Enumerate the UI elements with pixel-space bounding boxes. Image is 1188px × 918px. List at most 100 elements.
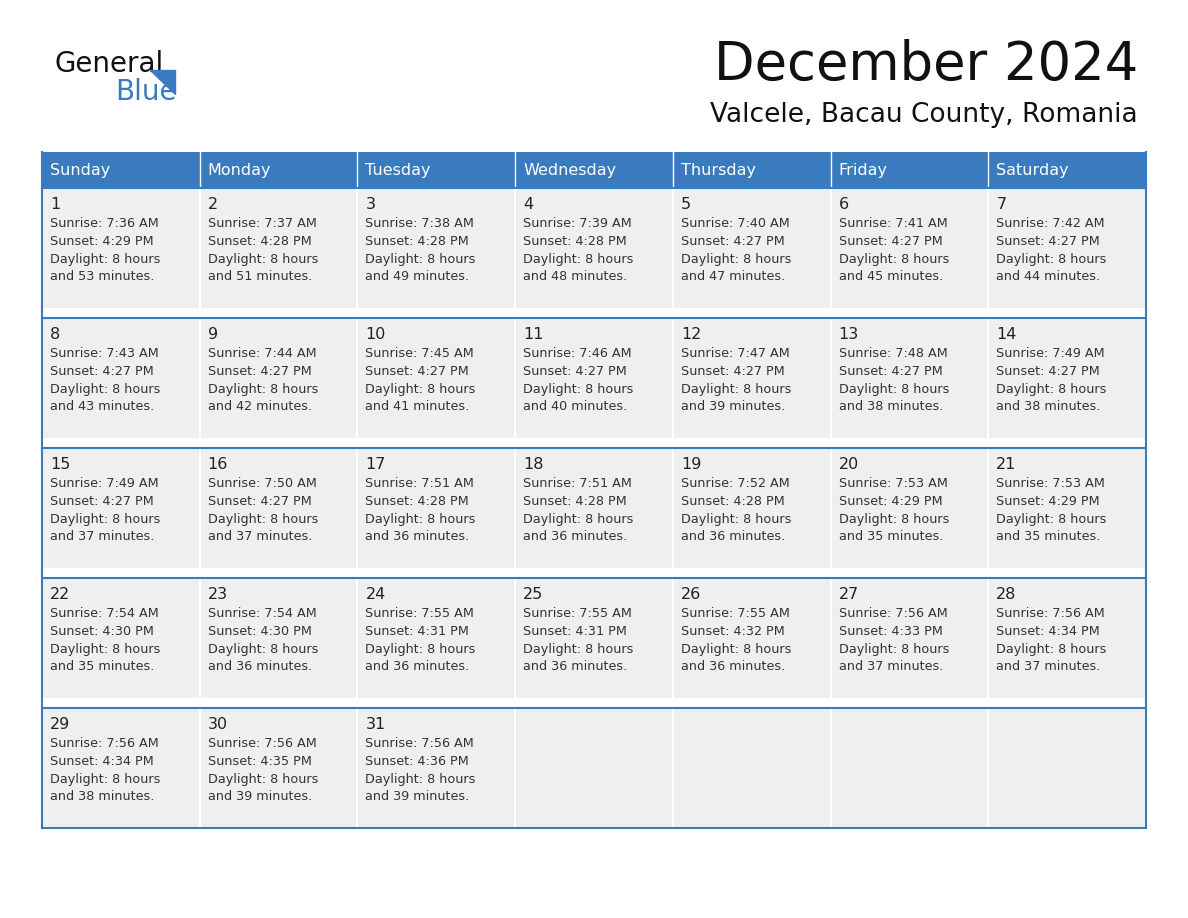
Bar	[830, 448, 988, 568]
Text: 2: 2	[208, 197, 217, 212]
Text: Sunset: 4:27 PM: Sunset: 4:27 PM	[839, 365, 942, 378]
Bar	[358, 448, 516, 568]
Bar	[830, 188, 988, 308]
Text: Daylight: 8 hours: Daylight: 8 hours	[208, 513, 318, 526]
Text: Sunrise: 7:51 AM: Sunrise: 7:51 AM	[366, 477, 474, 490]
Text: Saturday: Saturday	[997, 162, 1069, 177]
Text: 6: 6	[839, 197, 848, 212]
Text: and 35 minutes.: and 35 minutes.	[997, 530, 1100, 543]
Text: Sunset: 4:34 PM: Sunset: 4:34 PM	[997, 625, 1100, 638]
Text: and 36 minutes.: and 36 minutes.	[366, 530, 469, 543]
Text: Sunset: 4:27 PM: Sunset: 4:27 PM	[997, 365, 1100, 378]
Text: 27: 27	[839, 587, 859, 602]
Text: and 49 minutes.: and 49 minutes.	[366, 270, 469, 283]
Text: Sunset: 4:27 PM: Sunset: 4:27 PM	[523, 365, 627, 378]
Text: General: General	[55, 50, 164, 78]
Text: December 2024: December 2024	[714, 39, 1138, 91]
Text: and 39 minutes.: and 39 minutes.	[208, 790, 312, 803]
Text: 7: 7	[997, 197, 1006, 212]
Text: Sunset: 4:28 PM: Sunset: 4:28 PM	[523, 495, 627, 508]
Text: Sunrise: 7:52 AM: Sunrise: 7:52 AM	[681, 477, 790, 490]
Text: Sunrise: 7:54 AM: Sunrise: 7:54 AM	[50, 607, 159, 620]
Text: Sunrise: 7:46 AM: Sunrise: 7:46 AM	[523, 347, 632, 360]
Text: 25: 25	[523, 587, 543, 602]
Bar	[516, 448, 672, 568]
Text: Sunset: 4:30 PM: Sunset: 4:30 PM	[208, 625, 311, 638]
Bar	[358, 188, 516, 308]
Bar	[516, 318, 672, 438]
Text: Daylight: 8 hours: Daylight: 8 hours	[50, 383, 160, 396]
Text: Sunset: 4:28 PM: Sunset: 4:28 PM	[208, 235, 311, 248]
Text: Wednesday: Wednesday	[523, 162, 617, 177]
Text: 10: 10	[366, 327, 386, 342]
Bar	[42, 448, 200, 568]
Text: and 43 minutes.: and 43 minutes.	[50, 400, 154, 413]
Text: Sunset: 4:28 PM: Sunset: 4:28 PM	[366, 235, 469, 248]
Text: Daylight: 8 hours: Daylight: 8 hours	[839, 513, 949, 526]
Bar	[988, 188, 1146, 308]
Text: 21: 21	[997, 457, 1017, 472]
Text: Daylight: 8 hours: Daylight: 8 hours	[681, 253, 791, 266]
Text: and 47 minutes.: and 47 minutes.	[681, 270, 785, 283]
Text: 1: 1	[50, 197, 61, 212]
Text: 20: 20	[839, 457, 859, 472]
Text: 5: 5	[681, 197, 691, 212]
Text: and 53 minutes.: and 53 minutes.	[50, 270, 154, 283]
Bar	[200, 152, 358, 188]
Bar	[42, 318, 200, 438]
Text: and 48 minutes.: and 48 minutes.	[523, 270, 627, 283]
Bar	[358, 578, 516, 698]
Text: and 36 minutes.: and 36 minutes.	[681, 530, 785, 543]
Bar	[988, 708, 1146, 828]
Text: Sunrise: 7:37 AM: Sunrise: 7:37 AM	[208, 217, 316, 230]
Text: and 38 minutes.: and 38 minutes.	[839, 400, 943, 413]
Text: 13: 13	[839, 327, 859, 342]
Text: Sunrise: 7:43 AM: Sunrise: 7:43 AM	[50, 347, 159, 360]
Text: Sunset: 4:27 PM: Sunset: 4:27 PM	[839, 235, 942, 248]
Text: Sunrise: 7:47 AM: Sunrise: 7:47 AM	[681, 347, 790, 360]
Bar	[358, 708, 516, 828]
Bar	[42, 708, 200, 828]
Text: and 39 minutes.: and 39 minutes.	[366, 790, 469, 803]
Bar	[830, 152, 988, 188]
Bar	[200, 708, 358, 828]
Bar	[516, 152, 672, 188]
Bar	[672, 448, 830, 568]
Text: and 35 minutes.: and 35 minutes.	[839, 530, 943, 543]
Text: Sunset: 4:33 PM: Sunset: 4:33 PM	[839, 625, 942, 638]
Text: Daylight: 8 hours: Daylight: 8 hours	[366, 513, 476, 526]
Text: Sunset: 4:30 PM: Sunset: 4:30 PM	[50, 625, 154, 638]
Bar	[200, 188, 358, 308]
Text: and 36 minutes.: and 36 minutes.	[208, 660, 312, 673]
Text: Sunset: 4:28 PM: Sunset: 4:28 PM	[523, 235, 627, 248]
Text: Sunset: 4:34 PM: Sunset: 4:34 PM	[50, 755, 153, 768]
Text: 30: 30	[208, 717, 228, 732]
Text: 14: 14	[997, 327, 1017, 342]
Text: Daylight: 8 hours: Daylight: 8 hours	[681, 643, 791, 656]
Text: Friday: Friday	[839, 162, 887, 177]
Text: Daylight: 8 hours: Daylight: 8 hours	[997, 513, 1107, 526]
Text: and 44 minutes.: and 44 minutes.	[997, 270, 1100, 283]
Text: Daylight: 8 hours: Daylight: 8 hours	[839, 253, 949, 266]
Text: Sunrise: 7:55 AM: Sunrise: 7:55 AM	[681, 607, 790, 620]
Text: Daylight: 8 hours: Daylight: 8 hours	[681, 513, 791, 526]
Text: Daylight: 8 hours: Daylight: 8 hours	[208, 773, 318, 786]
Text: Thursday: Thursday	[681, 162, 756, 177]
Text: Daylight: 8 hours: Daylight: 8 hours	[366, 383, 476, 396]
Bar	[672, 188, 830, 308]
Text: Sunset: 4:29 PM: Sunset: 4:29 PM	[839, 495, 942, 508]
Text: Daylight: 8 hours: Daylight: 8 hours	[50, 253, 160, 266]
Text: and 35 minutes.: and 35 minutes.	[50, 660, 154, 673]
Text: Daylight: 8 hours: Daylight: 8 hours	[50, 513, 160, 526]
Text: and 37 minutes.: and 37 minutes.	[50, 530, 154, 543]
Text: Sunrise: 7:41 AM: Sunrise: 7:41 AM	[839, 217, 947, 230]
Text: Sunset: 4:31 PM: Sunset: 4:31 PM	[366, 625, 469, 638]
Bar	[988, 578, 1146, 698]
Text: and 38 minutes.: and 38 minutes.	[997, 400, 1100, 413]
Text: Monday: Monday	[208, 162, 271, 177]
Text: and 51 minutes.: and 51 minutes.	[208, 270, 312, 283]
Text: 12: 12	[681, 327, 701, 342]
Text: Sunset: 4:31 PM: Sunset: 4:31 PM	[523, 625, 627, 638]
Text: Sunrise: 7:48 AM: Sunrise: 7:48 AM	[839, 347, 947, 360]
Bar	[830, 708, 988, 828]
